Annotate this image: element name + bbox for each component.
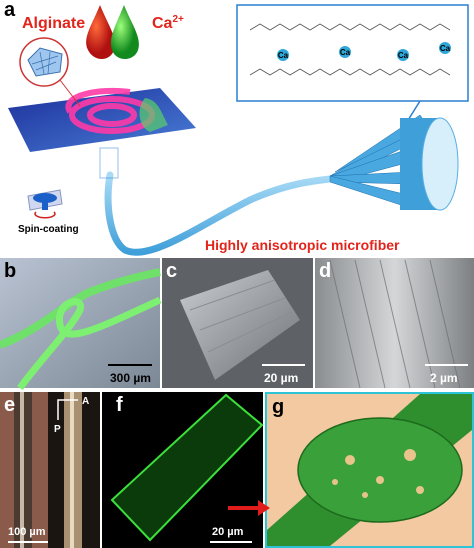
illustration-shape [249,23,451,76]
panel-label: f [116,394,123,416]
panel-label: g [272,396,284,418]
ion-label: Ca [340,48,351,57]
calcium-label: Ca2+ [152,14,184,32]
illustration-shape [339,46,351,58]
polarizer-label: P [54,424,61,435]
panel-b: b 300 µm [0,258,162,391]
illustration-shape [87,103,137,127]
scale-bar-label: 20 µm [264,371,298,385]
illustration-shape [416,486,424,494]
scale-bar-label: 2 µm [430,371,458,385]
illustration-shape [332,449,424,498]
illustration-shape [57,399,78,420]
charge: 2+ [172,14,184,25]
illustration-shape [397,49,409,61]
illustration-shape [104,171,344,256]
illustration-shape [34,211,56,219]
illustration-shape [17,296,162,391]
illustration-shape [99,147,119,179]
illustration-shape [20,392,24,548]
illustration-shape [207,311,293,353]
illustration-shape [0,268,161,349]
illustration-shape [297,417,463,523]
illustration-shape [65,87,131,114]
illustration-shape [31,51,59,75]
panel-label: e [4,394,15,416]
illustration-shape [110,393,264,542]
illustration-shape [332,479,338,485]
symbol: Ca [152,15,173,32]
scale-bar-label: 300 µm [110,371,151,385]
illustration-shape [421,117,459,211]
illustration-shape [27,47,63,77]
panel-a: a Alginate Ca2+ Ca Ca Ca Ca Spin-coating… [4,0,469,256]
panel-d: d 2 µm [315,258,474,389]
illustration-shape [236,4,469,102]
illustration-shape [277,49,289,61]
illustration-shape [439,42,451,54]
alginate-label: Alginate [22,15,85,32]
illustration-shape [329,259,461,389]
panel-label: c [166,260,177,282]
illustration-shape [110,5,139,59]
illustration-shape [70,392,74,548]
ion-label: Ca [398,51,409,60]
panel-e: e A P 100 µm [0,392,100,548]
illustration-shape [189,279,276,311]
ion-label: Ca [440,44,451,53]
illustration-shape [329,114,429,207]
panel-label: a [4,0,16,21]
process-label: Spin-coating [18,224,79,235]
illustration-shape [329,259,461,389]
illustration-shape [249,23,451,31]
illustration-shape [228,500,270,516]
illustration-shape [345,455,355,465]
illustration-shape [86,5,115,59]
illustration-shape [59,79,81,107]
panel-g: g [228,392,474,548]
illustration-shape [199,297,286,331]
illustration-shape [362,492,368,498]
panel-c: c 20 µm [162,258,313,388]
caption: Highly anisotropic microfiber [205,237,400,253]
illustration-shape [189,279,293,353]
scale-bar-label: 20 µm [212,526,244,538]
panel-label: b [4,260,16,282]
analyzer-label: A [82,396,89,407]
illustration-shape [139,98,168,132]
panel-label: d [319,260,331,282]
illustration-shape [180,270,300,380]
illustration-shape [404,449,416,461]
scale-bar-label: 100 µm [8,526,46,538]
illustration-shape [249,68,451,76]
illustration-shape [42,198,48,210]
panel-f: f 20 µm [102,392,264,548]
illustration-shape [376,476,384,484]
ion-label: Ca [278,51,289,60]
